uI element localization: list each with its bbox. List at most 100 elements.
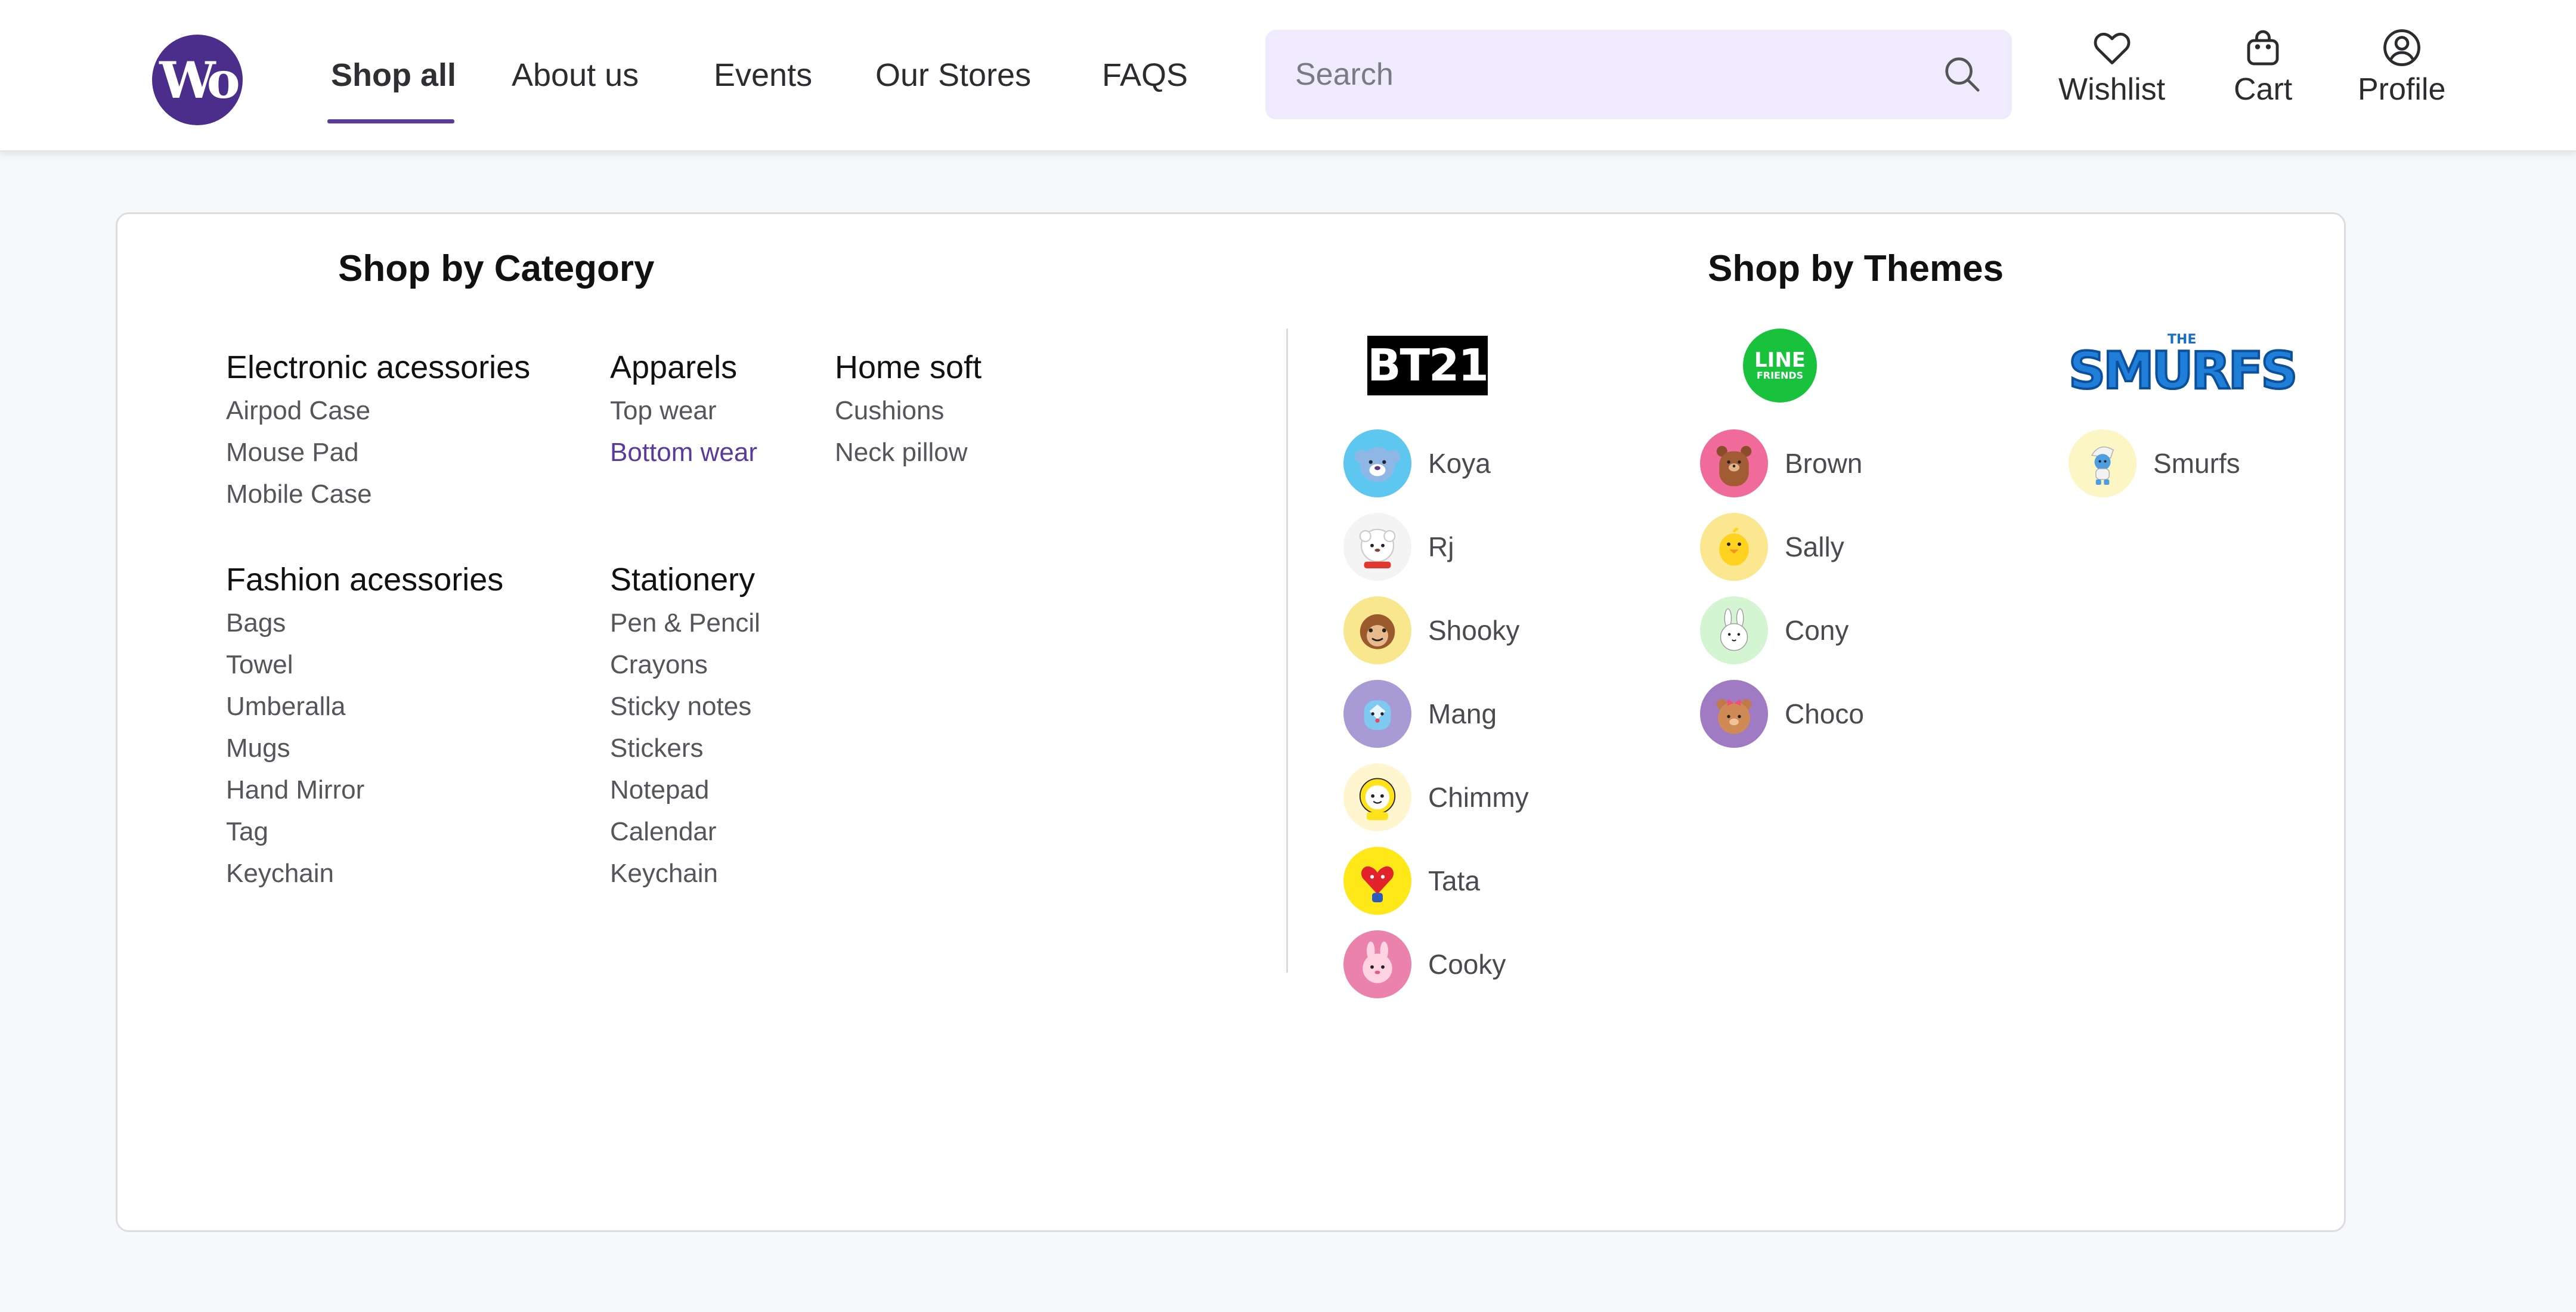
theme-character-chimmy[interactable]: Chimmy xyxy=(1343,756,1529,839)
category-link[interactable]: Mugs xyxy=(226,734,290,763)
smurfs-logo[interactable]: THE SMURFS xyxy=(2067,332,2299,401)
category-group-stationery: Stationery Pen & Pencil Crayons Sticky n… xyxy=(610,561,760,899)
category-link[interactable]: Mobile Case xyxy=(226,479,372,509)
brand-logo[interactable]: Wo xyxy=(152,35,243,125)
shop-by-themes-title: Shop by Themes xyxy=(1708,248,2004,289)
theme-character-mang[interactable]: Mang xyxy=(1343,672,1529,756)
site-header: Wo Shop all About us Events Our Stores F… xyxy=(0,0,2576,151)
theme-character-koya[interactable]: Koya xyxy=(1343,422,1529,505)
category-link[interactable]: Keychain xyxy=(226,859,335,888)
smurfs-logo-small-text: THE xyxy=(2167,332,2197,347)
category-link-hovered[interactable]: Bottom wear xyxy=(610,438,757,467)
menu-divider xyxy=(1286,329,1288,973)
category-link[interactable]: Cushions xyxy=(835,396,945,425)
theme-character-brown[interactable]: Brown xyxy=(1700,422,1864,505)
category-heading[interactable]: Stationery xyxy=(610,562,756,598)
category-link[interactable]: Neck pillow xyxy=(835,438,968,467)
shop-all-mega-menu: Shop by Category Shop by Themes Electron… xyxy=(116,212,2346,1232)
character-name: Mang xyxy=(1428,698,1497,729)
category-link[interactable]: Mouse Pad xyxy=(226,438,359,467)
category-link[interactable]: Towel xyxy=(226,650,293,679)
bag-icon xyxy=(2247,30,2279,66)
profile-button[interactable]: Profile xyxy=(2358,26,2445,107)
cooky-avatar xyxy=(1343,930,1411,998)
line-friends-logo[interactable]: LINE FRIENDS xyxy=(1743,329,1817,403)
user-circle-icon xyxy=(2383,29,2420,66)
bt21-logo[interactable]: BT21 xyxy=(1367,336,1489,395)
nav-shop-all[interactable]: Shop all xyxy=(331,57,457,93)
category-link[interactable]: Umberalla xyxy=(226,692,346,721)
character-name: Choco xyxy=(1785,698,1864,729)
theme-character-cony[interactable]: Cony xyxy=(1700,589,1864,672)
category-link[interactable]: Crayons xyxy=(610,650,708,679)
nav-active-indicator xyxy=(327,119,454,123)
nav-faqs[interactable]: FAQS xyxy=(1102,57,1188,93)
rj-avatar xyxy=(1343,513,1411,581)
category-link[interactable]: Pen & Pencil xyxy=(610,608,760,638)
theme-character-sally[interactable]: Sally xyxy=(1700,505,1864,589)
search-icon[interactable] xyxy=(1942,54,1983,95)
category-group-apparels: Apparels Top wear Bottom wear xyxy=(610,349,757,478)
cart-label: Cart xyxy=(2234,72,2293,107)
character-name: Cony xyxy=(1785,615,1849,646)
character-name: Rj xyxy=(1428,531,1454,562)
logo-text: Wo xyxy=(159,50,240,110)
wishlist-label: Wishlist xyxy=(2058,72,2166,107)
bt21-logo-text: BT21 xyxy=(1367,340,1489,391)
search-bar xyxy=(1265,30,2012,119)
smurf-avatar xyxy=(2069,429,2137,497)
choco-avatar xyxy=(1700,680,1768,748)
brown-avatar xyxy=(1700,429,1768,497)
line-logo-text: LINE xyxy=(1754,348,1806,372)
character-name: Shooky xyxy=(1428,615,1520,646)
theme-character-tata[interactable]: Tata xyxy=(1343,839,1529,923)
theme-character-shooky[interactable]: Shooky xyxy=(1343,589,1529,672)
shop-by-category-title: Shop by Category xyxy=(338,248,655,289)
character-name: Sally xyxy=(1785,531,1844,562)
category-group-home-soft: Home soft Cushions Neck pillow xyxy=(835,349,982,478)
heart-icon xyxy=(2094,32,2130,64)
category-link[interactable]: Hand Mirror xyxy=(226,775,365,804)
category-link[interactable]: Sticky notes xyxy=(610,692,752,721)
nav-about-us[interactable]: About us xyxy=(512,57,639,93)
category-group-fashion: Fashion acessories Bags Towel Umberalla … xyxy=(226,561,503,899)
wishlist-button[interactable]: Wishlist xyxy=(2058,26,2165,107)
theme-column-smurfs: THE SMURFS Smurfs xyxy=(2067,318,2299,505)
cony-avatar xyxy=(1700,596,1768,664)
search-input[interactable] xyxy=(1295,54,1891,95)
category-link[interactable]: Calendar xyxy=(610,817,717,846)
sally-avatar xyxy=(1700,513,1768,581)
profile-label: Profile xyxy=(2358,72,2446,107)
theme-column-line-friends: LINE FRIENDS Brown Sally Cony xyxy=(1700,318,1864,756)
character-name: Koya xyxy=(1428,448,1491,479)
nav-our-stores[interactable]: Our Stores xyxy=(875,57,1032,93)
category-link[interactable]: Top wear xyxy=(610,396,717,425)
koya-avatar xyxy=(1343,429,1411,497)
cart-button[interactable]: Cart xyxy=(2234,26,2292,107)
category-link[interactable]: Tag xyxy=(226,817,268,846)
category-group-electronic: Electronic acessories Airpod Case Mouse … xyxy=(226,349,530,519)
character-name: Tata xyxy=(1428,865,1480,896)
nav-events[interactable]: Events xyxy=(714,57,813,93)
theme-character-choco[interactable]: Choco xyxy=(1700,672,1864,756)
shooky-avatar xyxy=(1343,596,1411,664)
chimmy-avatar xyxy=(1343,763,1411,831)
category-heading[interactable]: Apparels xyxy=(610,349,738,385)
mang-avatar xyxy=(1343,680,1411,748)
category-link[interactable]: Bags xyxy=(226,608,286,638)
theme-character-rj[interactable]: Rj xyxy=(1343,505,1529,589)
category-heading[interactable]: Fashion acessories xyxy=(226,562,504,598)
character-name: Brown xyxy=(1785,448,1863,479)
category-link[interactable]: Notepad xyxy=(610,775,710,804)
tata-avatar xyxy=(1343,847,1411,915)
category-heading[interactable]: Electronic acessories xyxy=(226,349,531,385)
category-link[interactable]: Keychain xyxy=(610,859,719,888)
category-heading[interactable]: Home soft xyxy=(835,349,982,385)
theme-character-cooky[interactable]: Cooky xyxy=(1343,923,1529,1006)
category-link[interactable]: Airpod Case xyxy=(226,396,371,425)
theme-character-smurfs[interactable]: Smurfs xyxy=(2069,422,2295,505)
friends-logo-text: FRIENDS xyxy=(1756,370,1804,381)
character-name: Smurfs xyxy=(2153,448,2240,479)
theme-column-bt21: BT21 Koya Rj Shooky xyxy=(1343,318,1529,1006)
category-link[interactable]: Stickers xyxy=(610,734,704,763)
